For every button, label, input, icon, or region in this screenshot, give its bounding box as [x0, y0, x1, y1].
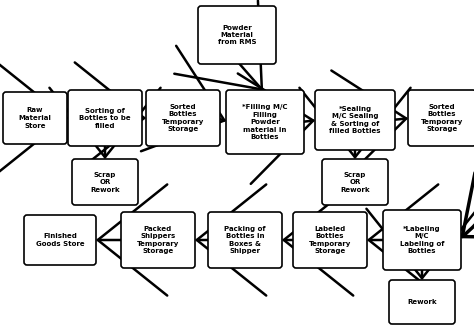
FancyBboxPatch shape: [146, 90, 220, 146]
FancyBboxPatch shape: [208, 212, 282, 268]
Text: Raw
Material
Store: Raw Material Store: [18, 108, 52, 129]
FancyBboxPatch shape: [68, 90, 142, 146]
FancyBboxPatch shape: [389, 280, 455, 324]
FancyBboxPatch shape: [383, 210, 461, 270]
FancyBboxPatch shape: [293, 212, 367, 268]
FancyBboxPatch shape: [315, 90, 395, 150]
Text: Rework: Rework: [407, 299, 437, 305]
FancyBboxPatch shape: [408, 90, 474, 146]
FancyBboxPatch shape: [226, 90, 304, 154]
Text: Packing of
Bottles in
Boxes &
Shipper: Packing of Bottles in Boxes & Shipper: [224, 226, 266, 254]
Text: Sorted
Bottles
Temporary
Storage: Sorted Bottles Temporary Storage: [162, 104, 204, 132]
FancyBboxPatch shape: [3, 92, 67, 144]
FancyBboxPatch shape: [72, 159, 138, 205]
FancyBboxPatch shape: [198, 6, 276, 64]
Text: Sorting of
Bottles to be
filled: Sorting of Bottles to be filled: [79, 108, 131, 129]
Text: Scrap
OR
Rework: Scrap OR Rework: [340, 171, 370, 193]
Text: *Labeling
M/C
Labeling of
Bottles: *Labeling M/C Labeling of Bottles: [400, 226, 444, 254]
FancyBboxPatch shape: [322, 159, 388, 205]
Text: Packed
Shippers
Temporary
Storage: Packed Shippers Temporary Storage: [137, 226, 179, 254]
FancyBboxPatch shape: [121, 212, 195, 268]
Text: Scrap
OR
Rework: Scrap OR Rework: [90, 171, 120, 193]
Text: Powder
Material
from RMS: Powder Material from RMS: [218, 25, 256, 45]
FancyBboxPatch shape: [24, 215, 96, 265]
Text: *Filling M/C
Filling
Powder
material in
Bottles: *Filling M/C Filling Powder material in …: [242, 104, 288, 140]
Text: Finished
Goods Store: Finished Goods Store: [36, 233, 84, 247]
Text: Labeled
Bottles
Temporary
Storage: Labeled Bottles Temporary Storage: [309, 226, 351, 254]
Text: Sorted
Bottles
Temporary
Storage: Sorted Bottles Temporary Storage: [421, 104, 463, 132]
Text: *Sealing
M/C Sealing
& Sorting of
filled Bottles: *Sealing M/C Sealing & Sorting of filled…: [329, 106, 381, 134]
